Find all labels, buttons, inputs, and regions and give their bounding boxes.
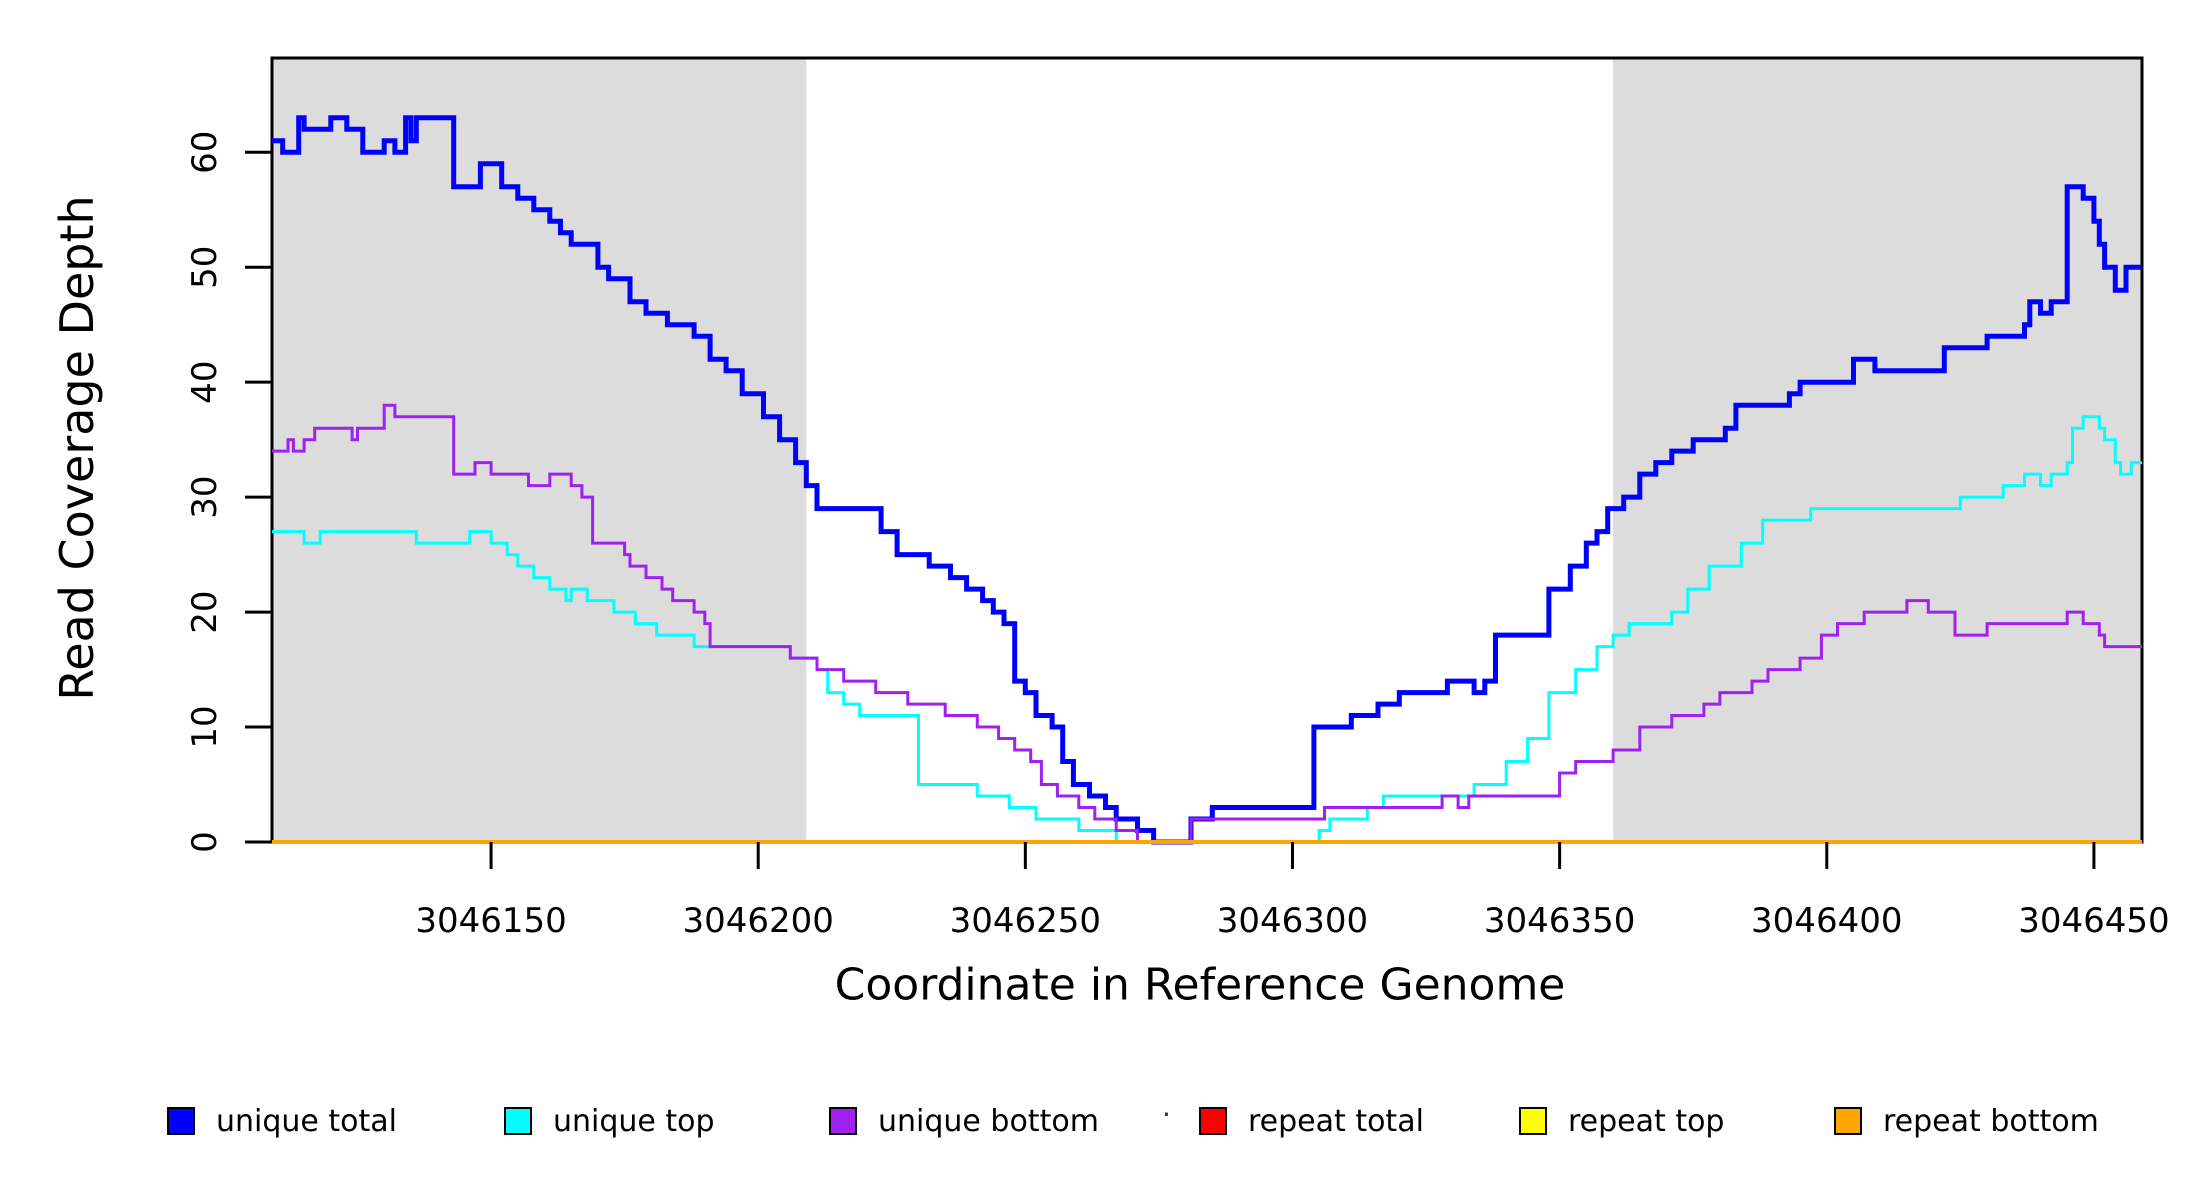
x-axis-title: Coordinate in Reference Genome (834, 959, 1566, 1011)
legend-swatch-icon (1199, 1107, 1227, 1135)
legend-swatch-icon (504, 1107, 532, 1135)
x-tick-label: 3046300 (1217, 901, 1368, 941)
coverage-step-lines (272, 115, 2142, 845)
legend-item-unique-total: unique total (167, 1103, 398, 1139)
series-unique-total (272, 115, 2142, 845)
legend-item-unique-bottom: unique bottom (829, 1103, 1099, 1139)
legend-label: repeat total (1248, 1103, 1424, 1139)
y-tick-label: 20 (185, 590, 225, 633)
legend-label: unique total (216, 1103, 398, 1139)
x-tick-label: 3046250 (950, 901, 1101, 941)
y-tick-label: 0 (185, 831, 225, 853)
x-tick-label: 3046150 (415, 901, 566, 941)
legend-label: unique bottom (878, 1103, 1099, 1139)
legend-separator-dot: · (1162, 1098, 1171, 1131)
legend-item-repeat-bottom: repeat bottom (1834, 1103, 2099, 1139)
legend-label: repeat top (1568, 1103, 1725, 1139)
x-tick-label: 3046450 (2018, 901, 2169, 941)
legend-swatch-icon (167, 1107, 195, 1135)
legend-swatch-icon (1519, 1107, 1547, 1135)
x-tick-label: 3046200 (682, 901, 833, 941)
axis-tick-labels: 3046150 3046200 3046250 3046300 3046350 30464… (185, 131, 2170, 941)
legend-swatch-icon (1834, 1107, 1862, 1135)
y-tick-label: 40 (185, 361, 225, 404)
series-unique-bottom (272, 403, 2142, 844)
shaded-regions (272, 58, 2142, 842)
legend-swatch-icon (829, 1107, 857, 1135)
legend-item-unique-top: unique top (504, 1103, 715, 1139)
y-axis-title: Read Coverage Depth (50, 195, 104, 701)
x-tick-label: 3046400 (1751, 901, 1902, 941)
shaded-region-right (1613, 58, 2142, 842)
y-tick-label: 30 (185, 475, 225, 518)
legend-item-repeat-top: repeat top (1519, 1103, 1725, 1139)
legend-label: unique top (553, 1103, 715, 1139)
series-unique-top (272, 415, 2142, 844)
axis-ticks (245, 150, 2096, 869)
legend-label: repeat bottom (1883, 1103, 2099, 1139)
y-tick-label: 60 (185, 131, 225, 174)
x-tick-label: 3046350 (1484, 901, 1635, 941)
y-tick-label: 50 (185, 246, 225, 289)
legend-item-repeat-total: repeat total (1199, 1103, 1424, 1139)
y-tick-label: 10 (185, 705, 225, 748)
shaded-region-left (272, 58, 807, 842)
